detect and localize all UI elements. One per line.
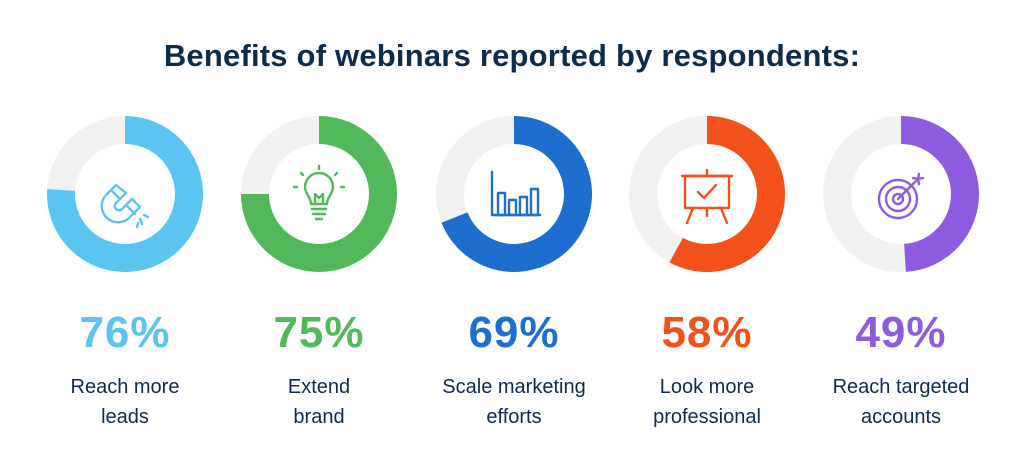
category-label-2: Extend brand [224,372,414,432]
ring-arc-5 [901,116,980,272]
category-label-line1: Reach targeted [832,376,970,398]
category-label-line1: Reach more [70,376,180,398]
ring-arc-4 [669,116,785,272]
value-label-1: 76% [79,308,171,357]
category-label-line2: brand [293,406,345,428]
target-icon [877,172,925,220]
magnet-icon [100,183,150,229]
category-label-line1: Look more [659,376,755,398]
category-label-line2: professional [653,406,761,428]
category-label-line1: Extend [287,376,351,398]
ring-arc-2 [241,116,397,272]
ring-arc-3 [441,116,592,273]
chart-title: Benefits of webinars reported by respond… [163,38,861,73]
category-label-line2: accounts [860,406,942,428]
value-label-3: 69% [468,308,560,357]
lightbulb-icon [292,164,346,221]
bar-chart-icon [490,170,542,217]
category-label-1: Reach more leads [30,372,220,432]
value-label-4: 58% [661,308,753,357]
category-label-line2: efforts [486,406,542,428]
value-label-2: 75% [273,308,365,357]
category-label-5: Reach targeted accounts [806,372,996,432]
value-label-5: 49% [855,308,947,357]
category-label-4: Look more professional [612,372,802,432]
category-label-3: Scale marketing efforts [419,372,609,432]
ring-arc-1 [47,116,204,272]
category-label-line2: leads [101,406,149,428]
category-label-line1: Scale marketing [442,376,586,398]
presentation-board-icon [680,168,734,225]
